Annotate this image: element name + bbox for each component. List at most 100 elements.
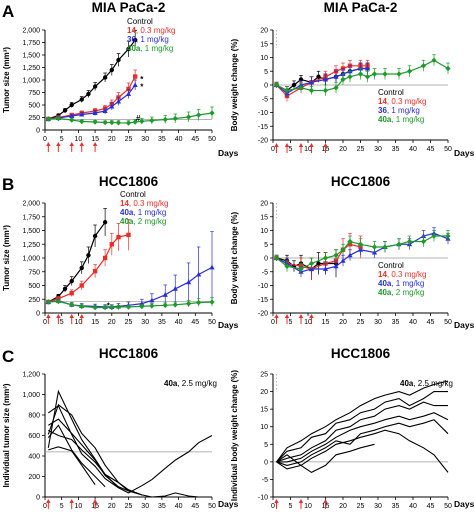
series-control-6 — [48, 446, 96, 486]
data-point — [340, 71, 346, 76]
data-point — [116, 57, 121, 63]
legend-entry: 14, 0.3 mg/kg — [378, 97, 426, 106]
y-tick-label: -10 — [258, 495, 268, 502]
x-tick-label: 5 — [289, 319, 293, 326]
data-point — [196, 271, 202, 277]
y-tick-label: 1,500 — [22, 53, 40, 60]
data-point — [109, 103, 115, 109]
x-tick-label: 15 — [91, 319, 99, 326]
legend-entry: 40a, 2.5 mg/kg — [164, 379, 217, 388]
data-point — [162, 116, 168, 123]
legend-entry-text: , 0.3 mg/kg — [387, 270, 427, 279]
series-line — [47, 424, 106, 488]
legend-entry-bold: 14 — [378, 270, 387, 279]
y-tick-label: -10 — [258, 110, 268, 117]
data-point — [284, 263, 290, 270]
y-tick-label: 0 — [264, 459, 268, 466]
data-point — [102, 255, 108, 261]
y-tick-label: 500 — [28, 103, 40, 110]
dosing-arrow-head — [298, 314, 304, 318]
data-point — [420, 238, 427, 245]
y-tick-label: 2,000 — [22, 201, 40, 208]
y-tick-label: 20 — [260, 201, 268, 208]
series-line — [48, 39, 136, 120]
legend-entry-text: , 0.3 mg/kg — [136, 26, 176, 35]
y-tick-label: 1,250 — [22, 65, 40, 72]
legend-entry-bold: 14 — [120, 199, 129, 208]
legend-entry: 40a, 1 mg/kg — [120, 208, 166, 217]
x-tick-label: 35 — [158, 503, 166, 510]
x-tick-label: 30 — [141, 136, 149, 143]
y-tick-label: 15 — [260, 41, 268, 48]
series-line — [276, 67, 368, 92]
dosing-arrow-head — [274, 143, 279, 147]
x-tick-label: 50 — [208, 503, 216, 510]
series-control-5 — [47, 424, 106, 488]
data-point — [92, 269, 98, 274]
data-point — [196, 112, 202, 118]
series-line — [276, 232, 449, 273]
data-point — [172, 286, 178, 291]
legend-entry-bold: 40a — [378, 279, 392, 288]
series-c36 — [273, 62, 371, 98]
legend-entry: Control — [378, 261, 404, 270]
legend-entry-text: , 1 mg/kg — [387, 106, 420, 115]
y-tick-label: 0 — [36, 128, 40, 135]
y-tick-label: -15 — [258, 297, 268, 304]
data-point — [109, 119, 115, 126]
data-point — [125, 304, 132, 310]
series-control-6 — [276, 443, 375, 474]
series-line — [276, 401, 448, 463]
y-tick-label: 250 — [28, 297, 40, 304]
data-point — [139, 118, 145, 125]
data-point — [209, 110, 215, 116]
x-axis-label: Days — [454, 499, 474, 509]
legend-entry: 40a, 1 mg/kg — [378, 279, 424, 288]
data-point — [115, 119, 122, 126]
data-point — [431, 233, 437, 239]
y-tick-label: 800 — [28, 413, 40, 420]
y-axis-label: Individual tumor size (mm³) — [2, 383, 11, 487]
data-point — [340, 257, 346, 263]
y-tick-label: 750 — [28, 90, 40, 97]
legend-entry: 40a, 2 mg/kg — [120, 217, 166, 226]
x-tick-label: 30 — [374, 503, 382, 510]
series-control-0 — [47, 389, 213, 494]
data-point — [109, 304, 115, 311]
x-axis-label: Days — [218, 499, 239, 509]
legend-entry: 36, 1 mg/kg — [378, 106, 420, 115]
significance-mark: * — [140, 75, 144, 84]
legend-entry: 36, 1 mg/kg — [127, 35, 169, 44]
chart-A-bw: MIA PaCa-2 Body weight change (%) -20 -15 -1… — [230, 0, 474, 158]
x-tick-label: 45 — [427, 146, 435, 153]
legend-entry-text: , 1 mg/kg — [391, 115, 424, 124]
x-tick-label: 40 — [409, 319, 417, 326]
data-point — [333, 73, 339, 79]
data-point — [115, 304, 122, 310]
dosing-arrow-head — [92, 499, 98, 503]
y-tick-label: 400 — [28, 454, 40, 461]
y-tick-label: 0 — [264, 256, 268, 263]
panel-label-B: B — [2, 175, 14, 194]
y-tick-label: 15 — [260, 407, 268, 414]
dosing-arrow-head — [323, 143, 328, 147]
y-tick-label: 0 — [36, 311, 40, 318]
data-point — [316, 261, 321, 266]
y-tick-label: 20 — [260, 28, 268, 35]
x-tick-label: 50 — [444, 146, 452, 153]
data-point — [357, 241, 364, 248]
data-point — [347, 238, 353, 245]
x-tick-label: 0 — [271, 319, 275, 326]
data-point — [371, 244, 378, 250]
legend-entry-bold: 40a — [120, 208, 134, 217]
data-point — [126, 86, 131, 92]
data-point — [298, 84, 304, 91]
data-point — [308, 260, 315, 267]
data-point — [102, 108, 108, 113]
data-point — [55, 115, 61, 122]
series-line — [47, 404, 119, 489]
data-point — [126, 46, 131, 52]
x-tick-label: 0 — [43, 136, 47, 143]
